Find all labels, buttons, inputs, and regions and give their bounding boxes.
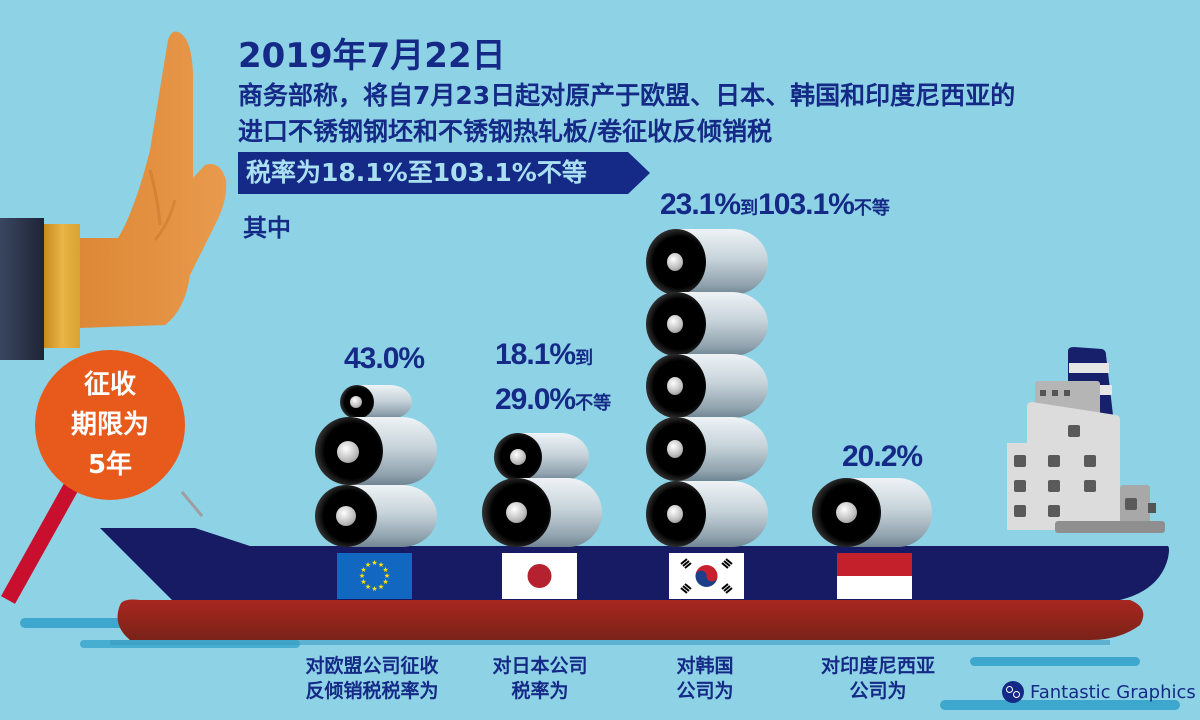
korea-rate-label: 23.1%到103.1%不等: [660, 188, 890, 222]
stop-hand-illustration: [0, 0, 240, 360]
duration-badge-line-2: 期限为: [70, 410, 149, 440]
korea-rate-to: 到: [740, 198, 759, 219]
svg-text:★: ★: [359, 572, 365, 580]
ship-hull: [90, 500, 1190, 650]
date-heading: 2019年7月22日: [238, 36, 506, 76]
indonesia-caption-line-2: 公司为: [849, 680, 907, 702]
headline-line-1: 商务部称，将自7月23日起对原产于欧盟、日本、韩国和印度尼西亚的: [238, 81, 1016, 110]
water-streak: [970, 657, 1140, 666]
korea-caption-line-2: 公司为: [676, 680, 734, 702]
steel-coil: [646, 292, 768, 356]
eu-caption-line-2: 反倾销税税率为: [305, 680, 439, 702]
korea-flag-icon: [669, 553, 744, 599]
ship-superstructure: [1000, 345, 1170, 535]
steel-coil: [646, 229, 768, 295]
duration-badge-line-1: 征收: [83, 370, 136, 400]
svg-text:★: ★: [382, 578, 388, 586]
indonesia-rate-label: 20.2%: [842, 440, 923, 473]
steel-coil: [315, 485, 437, 547]
svg-text:★: ★: [378, 583, 384, 591]
svg-text:★: ★: [365, 583, 371, 591]
steel-coil: [646, 354, 768, 418]
among-label: 其中: [243, 214, 291, 242]
svg-text:★: ★: [360, 566, 366, 574]
indonesia-caption-line-1: 对印度尼西亚: [820, 655, 935, 677]
korea-caption-line-1: 对韩国: [676, 655, 734, 677]
japan-rate-min: 18.1%: [495, 338, 576, 371]
indonesia-caption: 对印度尼西亚 公司为: [808, 654, 948, 704]
steel-coil: [315, 417, 437, 485]
pole: [0, 476, 90, 620]
svg-text:★: ★: [384, 572, 390, 580]
banner-arrow-icon: [628, 152, 650, 194]
steel-coil: [340, 385, 412, 419]
duration-badge-line-3: 5年: [87, 450, 133, 480]
gears-icon: [1002, 681, 1024, 703]
water-streak: [940, 700, 1180, 710]
japan-flag-icon: [502, 553, 577, 599]
svg-text:★: ★: [371, 559, 377, 567]
svg-text:★: ★: [371, 585, 377, 593]
eu-rate-label: 43.0%: [344, 342, 425, 375]
japan-rate-label-2: 29.0%不等: [495, 383, 611, 417]
korea-rate-range-suffix: 不等: [853, 198, 890, 219]
steel-coil: [494, 433, 589, 481]
ship-bridge-icon: [1007, 347, 1165, 533]
eu-flag-icon: ★ ★ ★ ★ ★ ★ ★ ★ ★ ★ ★ ★: [337, 553, 412, 599]
steel-coil: [482, 478, 602, 547]
duration-badge: 征收 期限为 5年: [35, 350, 185, 500]
korea-caption: 对韩国 公司为: [660, 654, 750, 704]
brand-name: Fantastic Graphics: [1030, 681, 1196, 703]
japan-rate-max: 29.0%: [495, 383, 576, 416]
steel-coil: [646, 481, 768, 547]
brand-logo: Fantastic Graphics: [1002, 681, 1196, 703]
indonesia-flag-icon: [837, 553, 912, 599]
japan-rate-range-suffix: 不等: [575, 393, 612, 414]
headline-line-2: 进口不锈钢钢坯和不锈钢热轧板/卷征收反倾销税: [238, 117, 773, 146]
steel-coil: [646, 417, 768, 481]
rope: [180, 490, 210, 520]
japan-rate-to: 到: [575, 348, 594, 369]
svg-text:★: ★: [360, 578, 366, 586]
korea-rate-max: 103.1%: [758, 188, 855, 221]
svg-text:★: ★: [382, 566, 388, 574]
eu-caption-line-1: 对欧盟公司征收: [305, 655, 439, 677]
eu-caption: 对欧盟公司征收 反倾销税税率为: [287, 654, 457, 704]
japan-rate-label-1: 18.1%到: [495, 338, 593, 372]
japan-caption-line-1: 对日本公司: [492, 655, 588, 677]
rate-range-banner: 税率为18.1%至103.1%不等: [238, 152, 628, 194]
hand-icon: [0, 31, 227, 360]
svg-text:★: ★: [365, 561, 371, 569]
steel-coil: [812, 478, 932, 547]
ship-icon: [100, 528, 1169, 645]
japan-caption-line-2: 税率为: [511, 680, 569, 702]
korea-rate-min: 23.1%: [660, 188, 741, 221]
japan-caption: 对日本公司 税率为: [480, 654, 600, 704]
svg-text:★: ★: [378, 561, 384, 569]
